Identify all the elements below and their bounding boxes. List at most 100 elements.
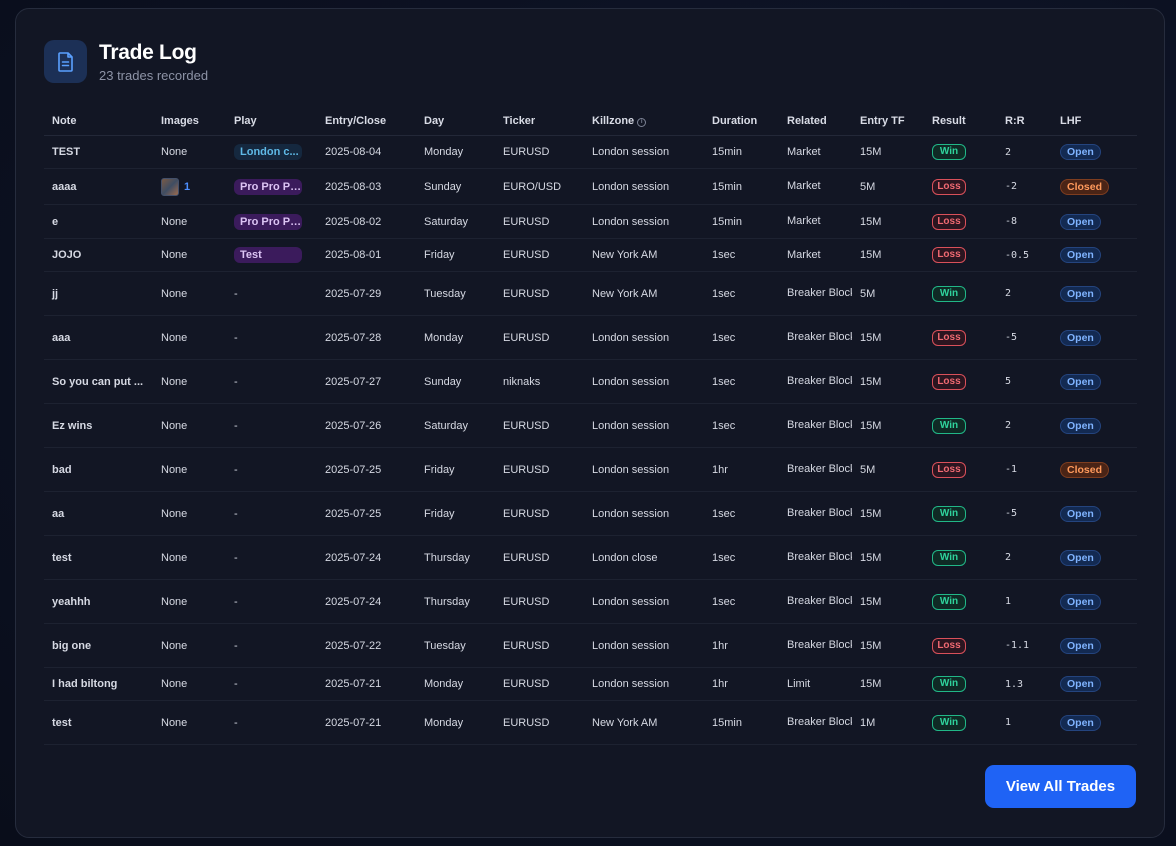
- image-count[interactable]: 1: [184, 180, 191, 193]
- duration-cell: 1sec: [704, 359, 779, 404]
- info-icon[interactable]: i: [637, 118, 647, 127]
- note-cell: test: [44, 535, 153, 580]
- lhf-badge[interactable]: Open: [1060, 549, 1101, 566]
- view-all-trades-button[interactable]: View All Trades: [985, 765, 1136, 808]
- images-cell: None: [153, 447, 226, 492]
- table-row[interactable]: jj None -2025-07-29 Tuesday EURUSD New York A…: [44, 271, 1137, 316]
- table-row[interactable]: aaaa 1 Pro Pro Pr... 2025-08-03 Sunday EURO/U…: [44, 168, 1137, 205]
- table-row[interactable]: aaa None -2025-07-28 Monday EURUSD London ses…: [44, 315, 1137, 360]
- lhf-badge[interactable]: Closed: [1060, 178, 1110, 195]
- rr-cell: 2: [997, 271, 1052, 316]
- day-cell: Thursday: [416, 579, 495, 624]
- image-thumbnail[interactable]: [161, 177, 179, 196]
- table-row[interactable]: JOJO None Test 2025-08-01 Friday EURUSD New Yo…: [44, 238, 1137, 272]
- lhf-badge[interactable]: Closed: [1060, 461, 1110, 478]
- column-header[interactable]: Play: [226, 107, 317, 136]
- entry-close-cell: 2025-07-25: [317, 491, 416, 536]
- table-row[interactable]: Ez wins None -2025-07-26 Saturday EURUSD Lond…: [44, 403, 1137, 448]
- rr-cell: -2: [997, 168, 1052, 205]
- killzone-cell: London session: [584, 623, 704, 668]
- duration-cell: 1hr: [704, 623, 779, 668]
- column-header[interactable]: Ticker: [495, 107, 584, 136]
- images-cell: None: [153, 359, 226, 404]
- column-header[interactable]: Duration: [704, 107, 779, 136]
- result-badge: Loss: [932, 178, 966, 195]
- column-header-label: Entry TF: [860, 115, 905, 127]
- duration-cell: 1sec: [704, 579, 779, 624]
- table-row[interactable]: e None Pro Pro Pr... 2025-08-02 Saturday EURU…: [44, 204, 1137, 239]
- related-cell: Breaker Block: [779, 315, 852, 360]
- day-cell: Tuesday: [416, 623, 495, 668]
- play-cell: -: [226, 700, 317, 745]
- result-badge: Loss: [932, 373, 966, 390]
- lhf-badge[interactable]: Open: [1060, 285, 1101, 302]
- killzone-cell: London session: [584, 579, 704, 624]
- play-tag[interactable]: Pro Pro Pr...: [234, 178, 302, 195]
- killzone-cell: New York AM: [584, 700, 704, 745]
- table-row[interactable]: test None -2025-07-21 Monday EURUSD New York …: [44, 700, 1137, 745]
- rr-cell: -0.5: [997, 238, 1052, 272]
- entry-tf-cell: 15M: [852, 579, 924, 624]
- result-badge: Win: [932, 505, 966, 522]
- rr-cell: 2: [997, 135, 1052, 169]
- lhf-badge[interactable]: Open: [1060, 247, 1101, 263]
- ticker-cell: EURUSD: [495, 135, 584, 169]
- lhf-cell: Open: [1052, 204, 1137, 239]
- table-row[interactable]: aa None -2025-07-25 Friday EURUSD London sess…: [44, 491, 1137, 536]
- column-header[interactable]: Note: [44, 107, 153, 136]
- lhf-badge[interactable]: Open: [1060, 144, 1101, 160]
- images-cell[interactable]: 1: [153, 168, 226, 205]
- table-row[interactable]: TEST None London c... 2025-08-04 Monday EURUS…: [44, 135, 1137, 169]
- play-tag[interactable]: Pro Pro Pr...: [234, 213, 302, 230]
- table-row[interactable]: So you can put ... None -2025-07-27 Sunday n…: [44, 359, 1137, 404]
- result-badge: Loss: [932, 637, 966, 654]
- lhf-badge[interactable]: Open: [1060, 373, 1101, 390]
- lhf-badge[interactable]: Open: [1060, 637, 1101, 654]
- table-row[interactable]: yeahhh None -2025-07-24 Thursday EURUSD Londo…: [44, 579, 1137, 624]
- lhf-badge[interactable]: Open: [1060, 593, 1101, 610]
- table-row[interactable]: big one None -2025-07-22 Tuesday EURUSD Londo…: [44, 623, 1137, 668]
- killzone-cell: London session: [584, 359, 704, 404]
- table-row[interactable]: bad None -2025-07-25 Friday EURUSD London ses…: [44, 447, 1137, 492]
- rr-cell: -8: [997, 204, 1052, 239]
- trade-table: Note Images Play Entry/Close Day Ticker Killzo…: [44, 107, 1137, 745]
- result-cell: Win: [924, 135, 997, 169]
- killzone-cell: London session: [584, 135, 704, 169]
- column-header[interactable]: Killzone i: [584, 107, 704, 136]
- images-cell: None: [153, 623, 226, 668]
- play-tag[interactable]: London c...: [234, 144, 302, 160]
- entry-tf-cell: 1M: [852, 700, 924, 745]
- table-row[interactable]: I had biltong None -2025-07-21 Monday EURUSD…: [44, 667, 1137, 701]
- ticker-cell: EURUSD: [495, 315, 584, 360]
- lhf-badge[interactable]: Open: [1060, 329, 1101, 346]
- column-header[interactable]: Entry TF: [852, 107, 924, 136]
- lhf-badge[interactable]: Open: [1060, 714, 1101, 731]
- column-header[interactable]: Entry/Close: [317, 107, 416, 136]
- lhf-badge[interactable]: Open: [1060, 676, 1101, 692]
- killzone-cell: London session: [584, 403, 704, 448]
- related-cell: Breaker Block: [779, 700, 852, 745]
- play-tag[interactable]: Test: [234, 247, 302, 263]
- entry-tf-cell: 15M: [852, 623, 924, 668]
- lhf-badge[interactable]: Open: [1060, 505, 1101, 522]
- lhf-cell: Open: [1052, 491, 1137, 536]
- column-header[interactable]: Related: [779, 107, 852, 136]
- duration-cell: 1sec: [704, 403, 779, 448]
- note-cell: aaa: [44, 315, 153, 360]
- column-header[interactable]: LHF: [1052, 107, 1137, 136]
- lhf-badge[interactable]: Open: [1060, 213, 1101, 230]
- day-cell: Saturday: [416, 204, 495, 239]
- table-row[interactable]: test None -2025-07-24 Thursday EURUSD London …: [44, 535, 1137, 580]
- result-cell: Loss: [924, 168, 997, 205]
- column-header[interactable]: Images: [153, 107, 226, 136]
- duration-cell: 1hr: [704, 447, 779, 492]
- column-header[interactable]: Day: [416, 107, 495, 136]
- column-header[interactable]: R:R: [997, 107, 1052, 136]
- related-cell: Market: [779, 238, 852, 272]
- column-header-label: Note: [52, 115, 77, 127]
- entry-tf-cell: 5M: [852, 447, 924, 492]
- lhf-badge[interactable]: Open: [1060, 417, 1101, 434]
- note-cell: Ez wins: [44, 403, 153, 448]
- column-header[interactable]: Result: [924, 107, 997, 136]
- entry-tf-cell: 15M: [852, 491, 924, 536]
